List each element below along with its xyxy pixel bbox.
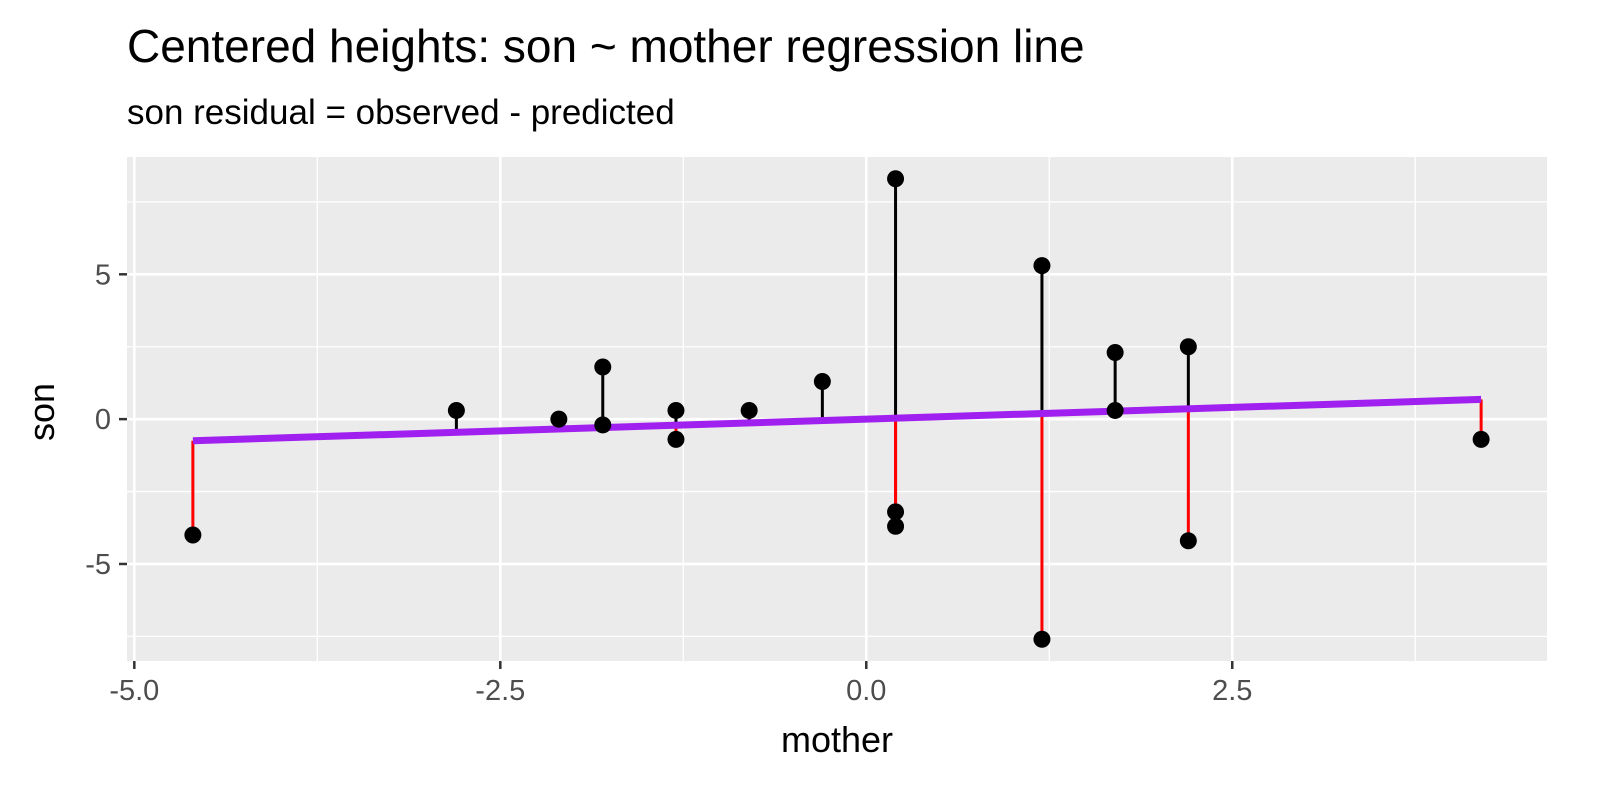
chart-subtitle: son residual = observed - predicted	[127, 93, 675, 132]
data-point	[667, 430, 685, 448]
data-point	[813, 372, 831, 390]
data-point	[667, 401, 685, 419]
data-point	[594, 358, 612, 376]
data-point	[184, 526, 202, 544]
regression-line-group	[192, 395, 1482, 445]
data-points	[184, 170, 1490, 648]
data-point	[887, 503, 905, 521]
data-point	[1033, 630, 1051, 648]
data-point	[1179, 338, 1197, 356]
data-point	[594, 416, 612, 434]
x-tick-label: 2.5	[1212, 675, 1252, 707]
data-point	[447, 401, 465, 419]
y-axis-title: son	[21, 383, 62, 441]
plot-panel	[127, 157, 1547, 661]
y-tick-label: 0	[95, 404, 111, 436]
data-point	[1179, 532, 1197, 550]
data-point	[1106, 344, 1124, 362]
data-point	[550, 410, 568, 428]
x-tick-label: 0.0	[846, 675, 886, 707]
y-axis: -5 0 5	[85, 259, 127, 581]
data-point	[887, 170, 905, 188]
y-tick-label: -5	[85, 549, 111, 581]
x-tick-label: -5.0	[109, 675, 159, 707]
regression-line	[192, 395, 1482, 445]
data-point	[887, 517, 905, 535]
x-axis: -5.0 -2.5 0.0 2.5	[109, 661, 1252, 707]
grid-minor	[127, 157, 1547, 661]
data-point	[1472, 430, 1490, 448]
data-point	[740, 401, 758, 419]
data-point	[1033, 257, 1051, 275]
y-tick-label: 5	[95, 259, 111, 291]
x-axis-title: mother	[781, 719, 893, 760]
data-point	[1106, 401, 1124, 419]
chart-title: Centered heights: son ~ mother regressio…	[127, 20, 1085, 72]
x-tick-label: -2.5	[475, 675, 525, 707]
